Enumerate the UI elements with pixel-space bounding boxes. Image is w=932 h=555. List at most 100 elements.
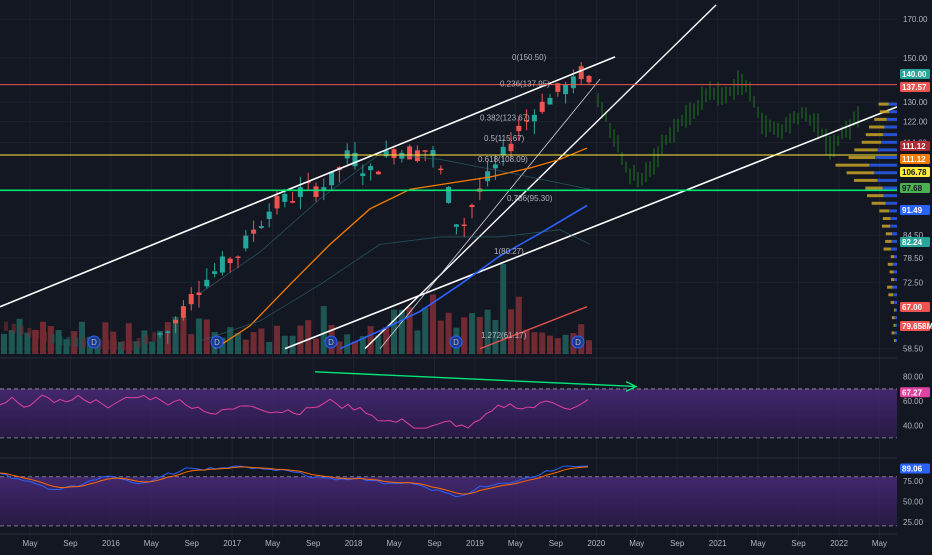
volume-bar <box>227 327 234 354</box>
candle-down <box>469 204 475 208</box>
candle-up <box>531 114 537 122</box>
dividend-marker <box>210 335 224 349</box>
candle-down <box>524 120 530 122</box>
candle-down <box>274 196 280 209</box>
time-tick-label: 2019 <box>466 539 484 548</box>
fib-label: 0.5(115.67) <box>484 134 525 143</box>
candle-down <box>438 168 444 171</box>
volume-bar <box>266 341 273 354</box>
early-candle <box>144 335 149 345</box>
price-tag <box>900 321 930 331</box>
profile-bar <box>889 110 897 114</box>
rsi-tag-label: 67.27 <box>902 388 923 397</box>
candle-up <box>383 150 389 157</box>
candle-down <box>313 186 319 197</box>
dividend-marker <box>449 335 463 349</box>
profile-bar <box>890 217 897 221</box>
early-candle <box>58 336 63 346</box>
profile-bar <box>865 186 883 190</box>
profile-bar <box>853 178 878 182</box>
profile-bar <box>887 262 893 266</box>
early-candle <box>113 340 118 350</box>
channel-upper-line <box>0 56 616 308</box>
profile-bar <box>889 209 897 213</box>
candle-up <box>563 84 569 95</box>
profile-bar <box>854 148 878 152</box>
profile-bar <box>874 171 897 175</box>
candle-down <box>391 149 397 159</box>
time-tick-label: Sep <box>306 539 321 548</box>
profile-bar <box>893 323 896 327</box>
fib-label: 0.618(108.09) <box>478 155 528 164</box>
profile-bar <box>893 293 897 297</box>
price-tag-label: 67.00 <box>902 303 923 312</box>
time-tick-label: May <box>22 539 37 548</box>
profile-bar <box>891 239 897 243</box>
profile-bar <box>890 224 897 228</box>
time-tick-label: 2020 <box>587 539 605 548</box>
volume-bar <box>586 340 592 354</box>
time-tick-label: 2017 <box>223 539 241 548</box>
price-tag-label: 79.658M <box>902 322 932 331</box>
volume-bar <box>24 332 31 354</box>
time-tick-label: Sep <box>185 539 200 548</box>
volume-bar <box>469 313 475 354</box>
volume-bar <box>16 318 23 354</box>
candle-up <box>352 152 358 167</box>
divergence-arrowhead <box>625 380 638 392</box>
profile-bar <box>894 316 897 320</box>
candle-up <box>297 187 303 197</box>
candle-up <box>212 271 218 274</box>
volume-bar <box>367 326 374 354</box>
volume-bar <box>242 339 249 354</box>
volume-bar <box>531 332 538 354</box>
candle-up <box>360 173 366 177</box>
profile-bar <box>891 316 895 320</box>
profile-bar <box>861 140 882 144</box>
volume-bar <box>297 325 304 354</box>
rsi-tag <box>900 387 930 398</box>
profile-bar <box>881 140 897 144</box>
profile-bar <box>869 163 897 167</box>
volume-bar <box>305 320 312 354</box>
profile-bar <box>881 224 891 228</box>
fib-label: 1.272(61.17) <box>481 331 527 340</box>
time-tick-label: May <box>144 539 159 548</box>
price-tag-label: 137.57 <box>902 83 927 92</box>
early-candle <box>105 339 110 350</box>
candle-down <box>422 150 428 152</box>
profile-bar <box>890 247 897 251</box>
volume-bar <box>313 338 319 354</box>
rsi-band <box>0 388 897 438</box>
price-tag-label: 97.68 <box>902 184 923 193</box>
candle-up <box>492 164 498 169</box>
volume-bar <box>258 328 265 354</box>
early-candle <box>35 330 40 340</box>
early-candle <box>11 323 16 334</box>
candle-down <box>461 224 467 226</box>
candle-up <box>258 226 264 228</box>
fib-labels: 0(150.50) 0.236(137.95) 0.382(123.67) 0.5(1… <box>478 53 553 340</box>
candle-down <box>180 306 186 318</box>
time-tick-label: May <box>629 539 644 548</box>
candle-down <box>539 101 545 112</box>
price-tag-label: 111.12 <box>902 142 926 151</box>
profile-bar <box>894 331 897 335</box>
candle-down <box>555 83 561 92</box>
volume-bar <box>188 334 195 354</box>
candle-down <box>578 66 584 80</box>
rsi-tick-label: 60.00 <box>903 397 924 406</box>
volume-bar <box>274 325 280 354</box>
price-tick-label: 84.50 <box>903 231 924 240</box>
volume-bar <box>344 334 351 354</box>
volume-bar <box>461 317 468 354</box>
price-tag-label: 140.00 <box>902 70 927 79</box>
candle-up <box>321 187 327 191</box>
volume-bar <box>336 341 343 354</box>
profile-bar <box>865 133 883 137</box>
candle-down <box>586 75 592 83</box>
volume-bar <box>398 309 405 354</box>
volume-bar <box>79 321 85 354</box>
